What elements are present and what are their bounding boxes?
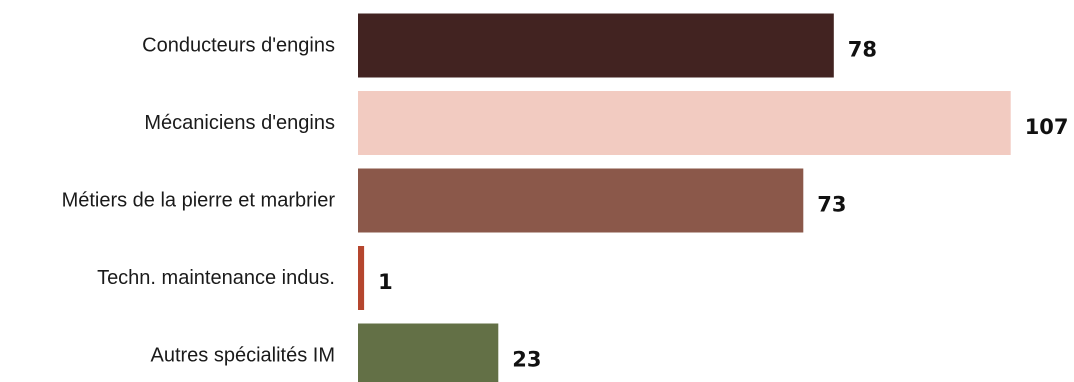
labels-layer: Conducteurs d'engins 78 Mécaniciens d'engi… — [62, 35, 1069, 372]
category-label-5: Autres spécialités IM — [150, 345, 335, 367]
bar-1 — [358, 13, 834, 78]
bars-layer — [358, 13, 1011, 382]
value-label-4: 1 — [378, 270, 393, 294]
value-label-5: 23 — [512, 348, 541, 372]
category-label-3: Métiers de la pierre et marbrier — [62, 190, 336, 212]
bar-5 — [358, 323, 499, 382]
value-label-1: 78 — [848, 38, 877, 62]
bar-3 — [358, 168, 804, 233]
category-label-2: Mécaniciens d'engins — [144, 112, 335, 134]
value-label-3: 73 — [817, 193, 846, 217]
bar-2 — [358, 91, 1011, 155]
value-label-2: 107 — [1025, 115, 1069, 139]
category-label-1: Conducteurs d'engins — [142, 35, 335, 57]
category-label-4: Techn. maintenance indus. — [97, 267, 335, 289]
bar-4 — [358, 246, 365, 310]
